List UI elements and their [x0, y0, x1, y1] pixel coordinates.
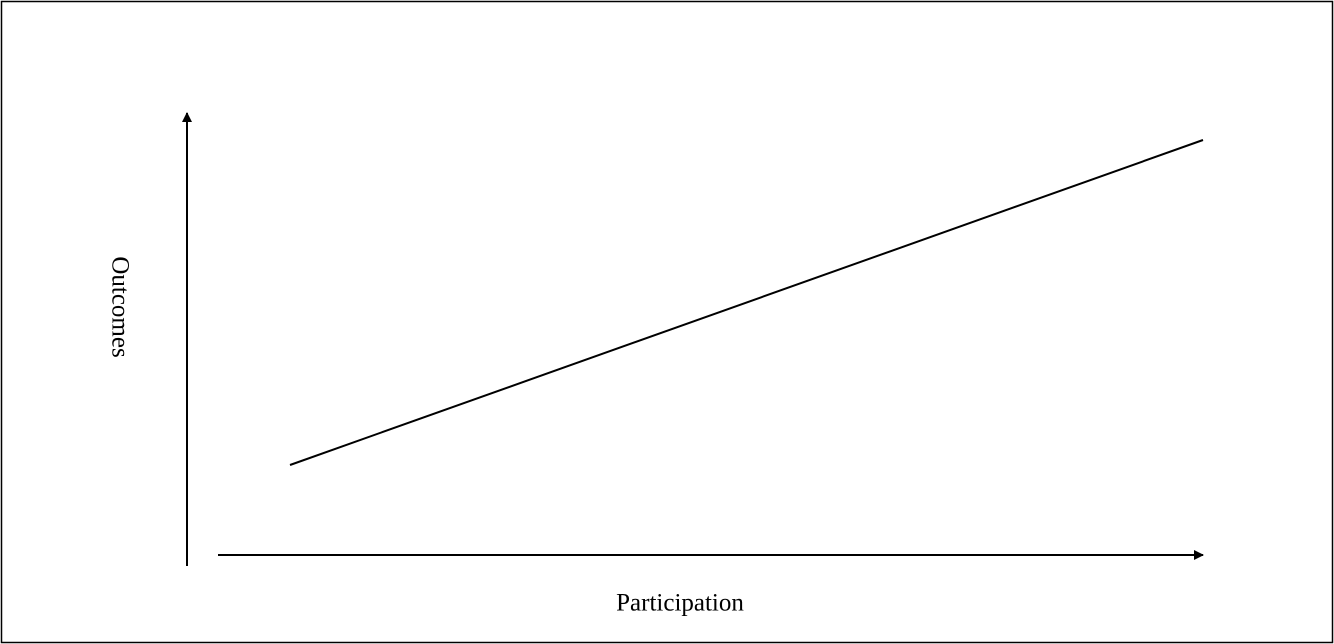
trend-line: [289, 139, 1204, 466]
x-axis-label: Participation: [616, 590, 744, 617]
y-axis-label: Outcomes: [106, 256, 133, 357]
